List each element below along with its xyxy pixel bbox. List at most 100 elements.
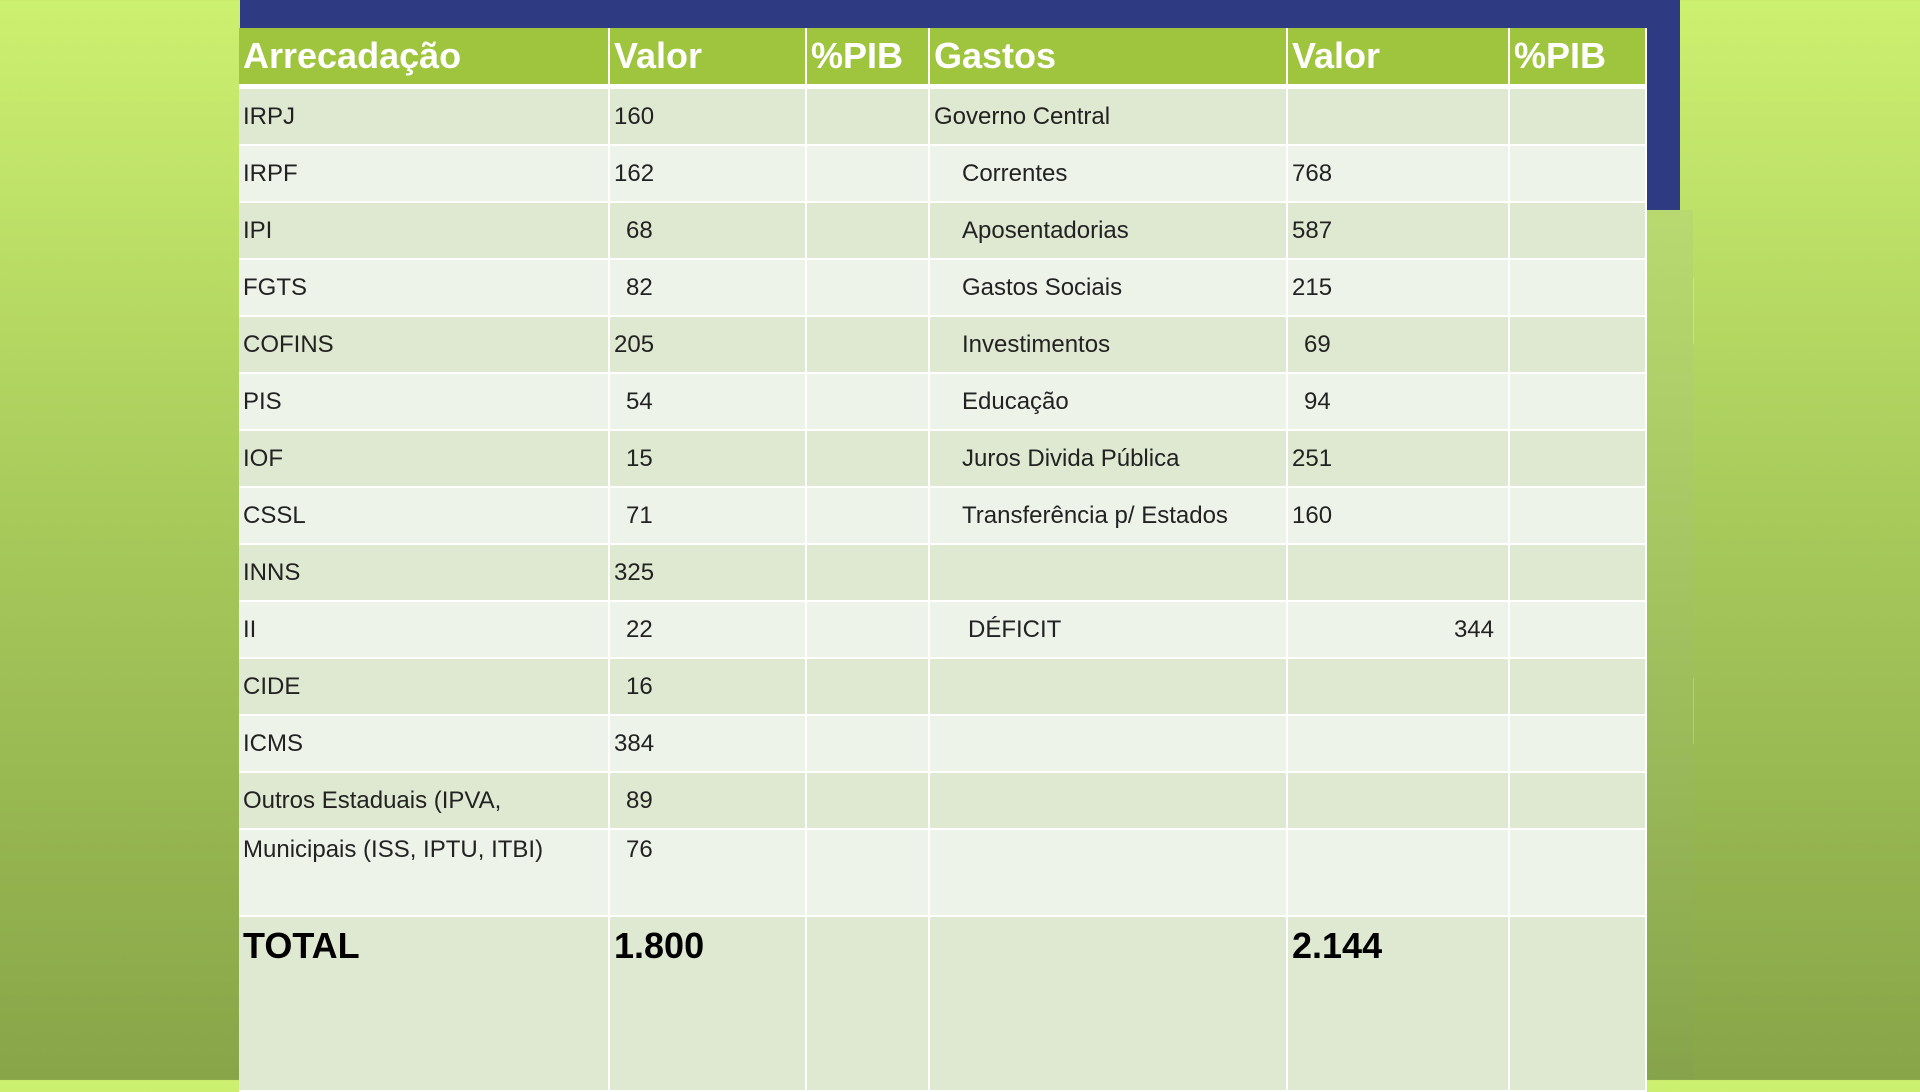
header-arrecadacao: Arrecadação — [239, 28, 610, 89]
revenue-label: IPI — [239, 202, 610, 260]
expense-pib — [1509, 86, 1647, 146]
revenue-label: IOF — [239, 430, 610, 488]
revenue-expense-table: Arrecadação Valor %PIB Gastos Valor %PIB… — [239, 28, 1647, 1092]
table-row: II 22 DÉFICIT 344 — [239, 601, 1647, 659]
expense-label — [929, 772, 1288, 830]
revenue-value: 54 — [609, 373, 807, 431]
expense-pib — [1509, 772, 1647, 830]
revenue-pib — [806, 145, 930, 203]
revenue-value: 76 — [609, 829, 807, 917]
header-gastos: Gastos — [929, 28, 1288, 89]
expense-pib — [1509, 487, 1647, 545]
revenue-value: 22 — [609, 601, 807, 659]
revenue-pib — [806, 487, 930, 545]
table-row: FGTS 82 Gastos Sociais 215 — [239, 259, 1647, 317]
top-decorative-band — [240, 0, 1680, 30]
expense-pib — [1509, 145, 1647, 203]
revenue-value: 15 — [609, 430, 807, 488]
expense-label: Juros Divida Pública — [929, 430, 1288, 488]
revenue-pib — [806, 544, 930, 602]
expense-label — [929, 544, 1288, 602]
expense-value — [1287, 86, 1510, 146]
expense-label — [929, 658, 1288, 716]
expense-pib — [1509, 829, 1647, 917]
revenue-pib — [806, 715, 930, 773]
expense-pib — [1509, 373, 1647, 431]
table-row: Municipais (ISS, IPTU, ITBI) 76 — [239, 829, 1647, 917]
expense-pib — [1509, 430, 1647, 488]
revenue-label: COFINS — [239, 316, 610, 374]
revenue-pib — [806, 259, 930, 317]
table-row: IRPJ 160 Governo Central — [239, 86, 1647, 146]
right-decorative-stripe — [1645, 210, 1693, 1080]
expense-label: Educação — [929, 373, 1288, 431]
revenue-label: PIS — [239, 373, 610, 431]
expense-value — [1287, 715, 1510, 773]
table-row: CSSL 71 Transferência p/ Estados 160 — [239, 487, 1647, 545]
revenue-value: 162 — [609, 145, 807, 203]
table-row: IRPF 162 Correntes 768 — [239, 145, 1647, 203]
expense-value — [1287, 829, 1510, 917]
expense-label: Transferência p/ Estados — [929, 487, 1288, 545]
table-header-row: Arrecadação Valor %PIB Gastos Valor %PIB — [239, 28, 1647, 89]
header-pib-arrecadacao: %PIB — [806, 28, 930, 89]
table-row: ICMS 384 — [239, 715, 1647, 773]
revenue-label: CIDE — [239, 658, 610, 716]
table-row: IPI 68 Aposentadorias 587 — [239, 202, 1647, 260]
revenue-pib — [806, 829, 930, 917]
expense-value: 94 — [1287, 373, 1510, 431]
expense-pib — [1509, 601, 1647, 659]
revenue-value: 71 — [609, 487, 807, 545]
total-row: TOTAL 1.800 2.144 — [239, 916, 1647, 1092]
expense-value: 768 — [1287, 145, 1510, 203]
header-pib-gastos: %PIB — [1509, 28, 1647, 89]
header-valor-gastos: Valor — [1287, 28, 1510, 89]
revenue-pib — [806, 202, 930, 260]
expense-pib — [1509, 715, 1647, 773]
table-row: Outros Estaduais (IPVA, 89 — [239, 772, 1647, 830]
expense-pib-total — [1509, 916, 1647, 1092]
expense-value — [1287, 658, 1510, 716]
table-row: COFINS 205 Investimentos 69 — [239, 316, 1647, 374]
expense-label: Investimentos — [929, 316, 1288, 374]
table-row: PIS 54 Educação 94 — [239, 373, 1647, 431]
expense-value: 69 — [1287, 316, 1510, 374]
expense-pib — [1509, 316, 1647, 374]
expense-label — [929, 829, 1288, 917]
expense-pib — [1509, 259, 1647, 317]
revenue-value: 384 — [609, 715, 807, 773]
revenue-total: 1.800 — [609, 916, 807, 1092]
expense-label: DÉFICIT — [929, 601, 1288, 659]
revenue-label: IRPJ — [239, 86, 610, 146]
table-row: IOF 15 Juros Divida Pública 251 — [239, 430, 1647, 488]
revenue-label: ICMS — [239, 715, 610, 773]
revenue-value: 205 — [609, 316, 807, 374]
revenue-label: II — [239, 601, 610, 659]
revenue-pib — [806, 601, 930, 659]
revenue-value: 160 — [609, 86, 807, 146]
table-row: CIDE 16 — [239, 658, 1647, 716]
revenue-label: Outros Estaduais (IPVA, — [239, 772, 610, 830]
revenue-pib — [806, 658, 930, 716]
expense-label: Aposentadorias — [929, 202, 1288, 260]
expense-value — [1287, 544, 1510, 602]
expense-total: 2.144 — [1287, 916, 1510, 1092]
expense-pib — [1509, 202, 1647, 260]
revenue-label: Municipais (ISS, IPTU, ITBI) — [239, 829, 610, 917]
expense-pib — [1509, 544, 1647, 602]
right-decorative-block — [1645, 0, 1680, 210]
expense-value: 344 — [1287, 601, 1510, 659]
expense-label — [929, 715, 1288, 773]
revenue-pib — [806, 316, 930, 374]
revenue-value: 89 — [609, 772, 807, 830]
expense-value — [1287, 772, 1510, 830]
expense-label-total — [929, 916, 1288, 1092]
revenue-label: INNS — [239, 544, 610, 602]
revenue-pib — [806, 430, 930, 488]
table-row: INNS 325 — [239, 544, 1647, 602]
expense-pib — [1509, 658, 1647, 716]
expense-label: Governo Central — [929, 86, 1288, 146]
total-label: TOTAL — [239, 916, 610, 1092]
revenue-value: 16 — [609, 658, 807, 716]
revenue-value: 82 — [609, 259, 807, 317]
